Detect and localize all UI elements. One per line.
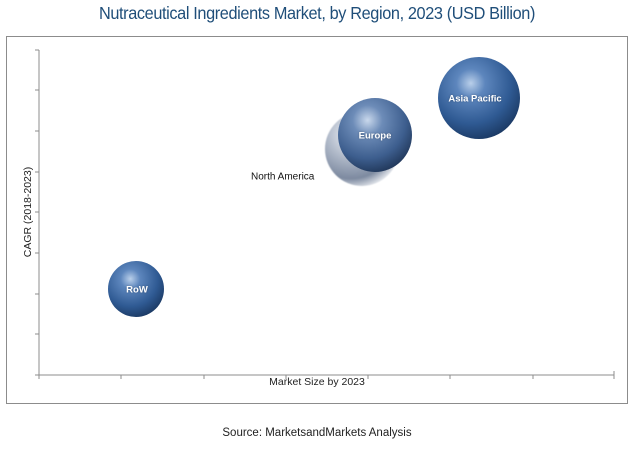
x-axis [35, 371, 615, 379]
bubble-europe [338, 98, 412, 172]
bubble-label-north-america: North America [251, 171, 315, 183]
y-axis [35, 49, 40, 376]
source-note: Source: MarketsandMarkets Analysis [222, 427, 412, 439]
x-axis-title: Market Size by 2023 [269, 376, 365, 388]
bubble-asia-pacific [438, 57, 520, 139]
y-axis-title: CAGR (2018-2023) [22, 166, 34, 258]
bubble-label-europe: Europe [358, 130, 392, 142]
bubble-label-asia-pacific: Asia Pacific [448, 93, 502, 105]
chart-frame [6, 36, 628, 404]
chart-title: Nutraceutical Ingredients Market, by Reg… [98, 3, 536, 23]
bubble-row [108, 261, 164, 317]
bubble-label-row: RoW [126, 284, 148, 296]
